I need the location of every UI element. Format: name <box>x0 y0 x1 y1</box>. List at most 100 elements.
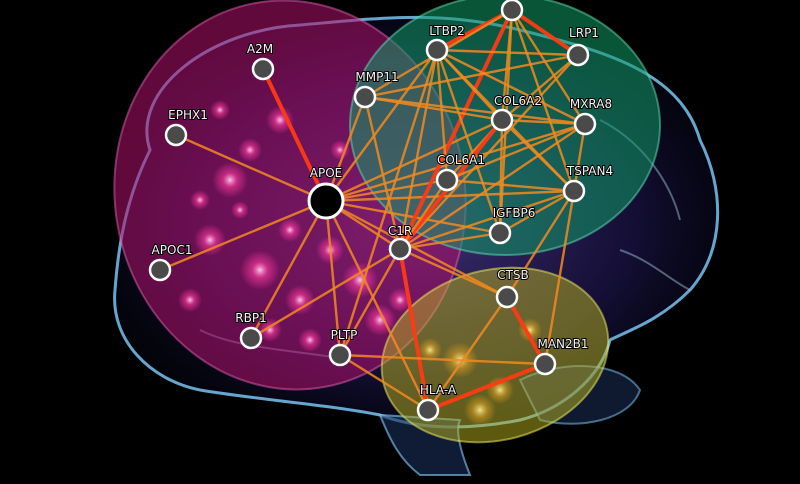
spark-10 <box>210 100 230 120</box>
edge-TSPAN4-MAN2B1 <box>543 189 576 366</box>
edge-APOE-APOC1 <box>158 199 328 272</box>
node-A2M[interactable]: A2M <box>246 41 275 81</box>
node-HLA-A[interactable]: HLA-A <box>416 382 458 422</box>
edge-APOE-A2M <box>261 67 328 203</box>
brain-fold-3 <box>619 249 691 291</box>
node-circle-HLA-A[interactable] <box>416 398 440 422</box>
spark-2 <box>194 224 226 256</box>
edge-LTBP2-MXRA8 <box>435 48 587 126</box>
edge-CTSB-HLA-A <box>426 295 509 412</box>
node-label-HLA-A: HLA-A <box>420 383 457 397</box>
edge-top-MXRA8 <box>510 8 587 126</box>
node-CTSB[interactable]: CTSB <box>495 267 530 309</box>
edge-COL6A1-TSPAN4 <box>445 178 576 193</box>
node-label-IGFBP6: IGFBP6 <box>493 206 536 220</box>
node-circle-RBP1[interactable] <box>239 326 263 350</box>
node-circle-TSPAN4[interactable] <box>562 179 586 203</box>
edge-LTBP2-LRP1 <box>435 48 580 57</box>
node-MMP11[interactable]: MMP11 <box>353 69 400 109</box>
edge-top-LRP1 <box>510 8 580 57</box>
node-circle-APOC1[interactable] <box>148 258 172 282</box>
edge-APOE-MXRA8 <box>324 122 587 203</box>
node-PLTP[interactable]: PLTP <box>328 327 358 367</box>
node-MAN2B1[interactable]: MAN2B1 <box>533 336 590 376</box>
node-label-MMP11: MMP11 <box>355 70 398 84</box>
spark-14 <box>190 190 210 210</box>
edge-MXRA8-C1R <box>398 122 587 251</box>
node-LRP1[interactable]: LRP1 <box>566 25 600 67</box>
node-label-MAN2B1: MAN2B1 <box>537 337 588 351</box>
node-EPHX1[interactable]: EPHX1 <box>164 107 209 147</box>
node-label-LTBP2: LTBP2 <box>429 24 464 38</box>
node-COL6A2[interactable]: COL6A2 <box>490 93 543 132</box>
edge-COL6A2-MXRA8 <box>500 118 587 126</box>
edge-LRP1-MMP11 <box>363 53 580 99</box>
node-circle-IGFBP6[interactable] <box>488 221 512 245</box>
node-circle-MAN2B1[interactable] <box>533 352 557 376</box>
node-IGFBP6[interactable]: IGFBP6 <box>488 205 536 245</box>
edge-COL6A2-IGFBP6 <box>498 118 504 235</box>
node-LTBP2[interactable]: LTBP2 <box>425 23 466 62</box>
node-label-RBP1: RBP1 <box>235 311 266 325</box>
edge-APOE-EPHX1 <box>174 133 328 203</box>
node-circle-COL6A2[interactable] <box>490 108 514 132</box>
edge-CTSB-MAN2B1 <box>505 295 547 366</box>
node-circle-EPHX1[interactable] <box>164 123 188 147</box>
node-circle-top[interactable] <box>500 0 524 22</box>
node-RBP1[interactable]: RBP1 <box>234 310 268 350</box>
edge-C1R-CTSB <box>398 247 509 299</box>
node-label-EPHX1: EPHX1 <box>168 108 208 122</box>
node-label-TSPAN4: TSPAN4 <box>566 164 613 178</box>
node-TSPAN4[interactable]: TSPAN4 <box>562 163 614 203</box>
node-label-APOE: APOE <box>310 166 342 180</box>
node-circle-A2M[interactable] <box>251 57 275 81</box>
node-circle-CTSB[interactable] <box>495 285 519 309</box>
node-circle-LTBP2[interactable] <box>425 38 449 62</box>
spark-4 <box>285 285 315 315</box>
edge-PLTP-MAN2B1 <box>338 353 547 366</box>
node-circle-APOE[interactable] <box>307 182 345 220</box>
spark-3 <box>240 250 280 290</box>
edge-APOE-HLA-A <box>324 199 430 412</box>
edge-CTSB-TSPAN4 <box>505 189 576 299</box>
edge-PLTP-HLA-A <box>338 353 430 412</box>
neuron-sparks <box>178 100 542 426</box>
node-circle-LRP1[interactable] <box>566 43 590 67</box>
node-top[interactable] <box>500 0 524 22</box>
node-APOC1[interactable]: APOC1 <box>148 242 193 282</box>
node-label-CTSB: CTSB <box>497 268 529 282</box>
edge-C1R-HLA-A <box>398 247 430 412</box>
node-MXRA8[interactable]: MXRA8 <box>569 96 613 136</box>
node-circle-COL6A1[interactable] <box>435 168 459 192</box>
edge-APOE-COL6A2 <box>324 118 504 203</box>
edge-top-C1R <box>398 8 514 251</box>
node-APOE[interactable]: APOE <box>307 165 345 220</box>
spark-yellow-4 <box>464 394 496 426</box>
spark-12 <box>330 140 350 160</box>
node-COL6A1[interactable]: COL6A1 <box>435 152 486 192</box>
node-circle-MXRA8[interactable] <box>573 112 597 136</box>
node-label-C1R: C1R <box>388 224 412 238</box>
edge-COL6A1-C1R <box>398 178 449 251</box>
edge-MMP11-C1R <box>363 95 402 251</box>
nodes: A2M EPHX1 APOE APOC1 RBP1 PLTP MMP11 LTBP2 LRP1 C… <box>148 0 614 422</box>
edge-top-TSPAN4 <box>510 8 576 193</box>
edge-TSPAN4-C1R <box>398 189 576 251</box>
cluster-yellow <box>380 266 610 444</box>
node-label-COL6A1: COL6A1 <box>437 153 485 167</box>
spark-9 <box>364 304 396 336</box>
spark-8 <box>238 138 262 162</box>
edge-C1R-IGFBP6 <box>398 231 502 251</box>
node-C1R[interactable]: C1R <box>387 223 413 261</box>
node-circle-PLTP[interactable] <box>328 343 352 367</box>
edge-APOE-PLTP <box>324 199 342 357</box>
node-label-MXRA8: MXRA8 <box>570 97 612 111</box>
edges <box>158 8 587 412</box>
node-label-A2M: A2M <box>247 42 273 56</box>
edge-LRP1-COL6A2 <box>500 53 580 122</box>
node-circle-MMP11[interactable] <box>353 85 377 109</box>
node-label-LRP1: LRP1 <box>569 26 599 40</box>
edge-APOE-RBP1 <box>249 199 328 340</box>
node-circle-C1R[interactable] <box>388 237 412 261</box>
